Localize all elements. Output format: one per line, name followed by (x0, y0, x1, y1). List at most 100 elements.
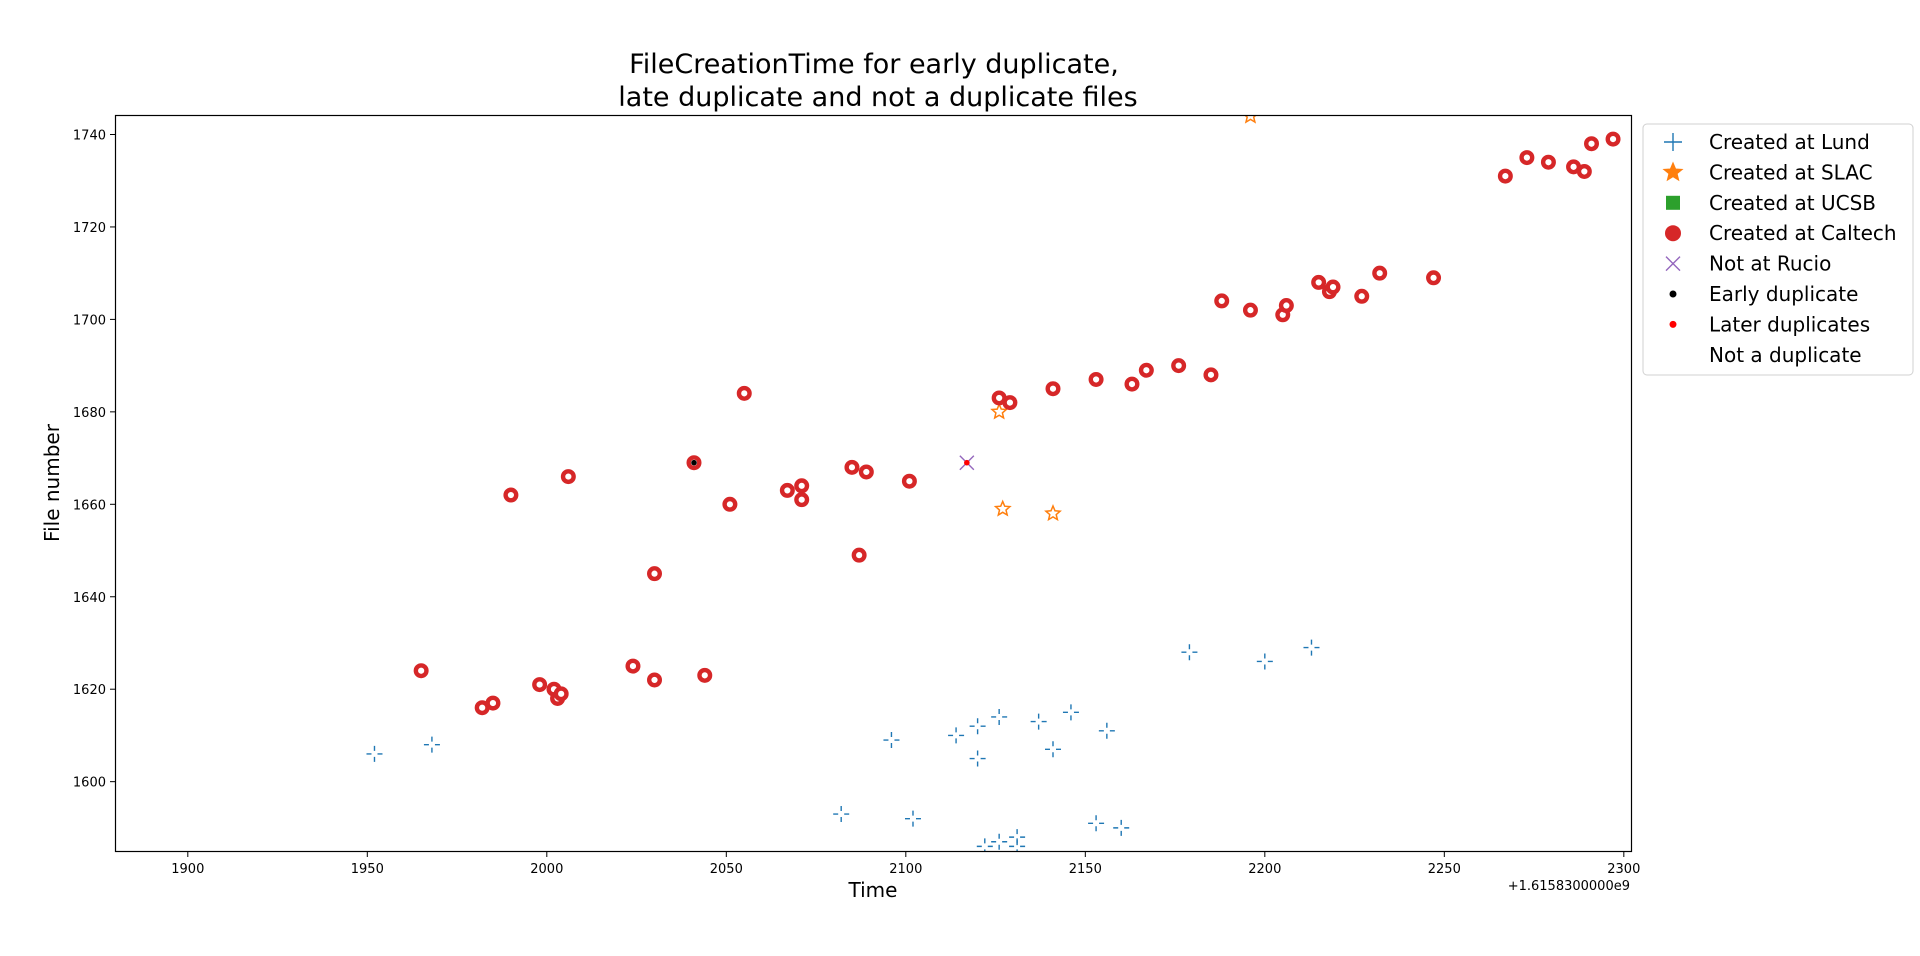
point-created-at-caltech (1002, 395, 1018, 411)
point-created-at-caltech (1497, 168, 1513, 184)
x-tick-label: 2250 (1428, 862, 1461, 877)
point-created-at-lund (883, 732, 900, 749)
point-created-at-caltech (851, 547, 867, 563)
point-created-at-lund (1181, 644, 1198, 661)
point-created-at-caltech (722, 496, 738, 512)
point-created-at-caltech (1138, 362, 1154, 378)
point-created-at-caltech (503, 487, 519, 503)
point-created-at-slac (993, 499, 1012, 517)
x-tick-label: 2000 (530, 862, 563, 877)
point-created-at-caltech (1540, 154, 1556, 170)
point-created-at-caltech (1576, 163, 1592, 179)
point-created-at-caltech (413, 663, 429, 679)
point-created-at-caltech (1519, 150, 1535, 166)
point-created-at-lund (976, 838, 993, 851)
y-axis-label: File number (40, 423, 64, 542)
point-created-at-caltech (1278, 298, 1294, 314)
point-created-at-caltech (560, 469, 576, 485)
point-created-at-lund (1045, 741, 1061, 758)
y-tick-label: 1640 (73, 591, 106, 606)
x-tick-label: 2100 (889, 862, 922, 877)
point-created-at-caltech (1372, 265, 1388, 281)
point-created-at-caltech (697, 667, 713, 683)
point-created-at-caltech (1242, 302, 1258, 318)
y-tick-label: 1720 (73, 221, 106, 236)
legend-marker-not-a-duplicate (1669, 351, 1677, 359)
plot-area (366, 116, 1621, 851)
point-created-at-slac (990, 402, 1009, 420)
legend-marker-created-at-caltech (1665, 225, 1681, 242)
legend-frame (1642, 123, 1914, 376)
legend-marker-created-at-slac (1662, 161, 1684, 182)
x-tick-label: 1900 (171, 862, 204, 877)
point-created-at-lund (991, 833, 1008, 850)
point-created-at-caltech (1584, 136, 1600, 152)
legend-label: Created at Caltech (1709, 221, 1897, 245)
point-created-at-lund (948, 727, 965, 744)
point-created-at-caltech (901, 473, 917, 489)
y-tick-label: 1680 (73, 406, 106, 421)
legend-label: Not at Rucio (1709, 252, 1831, 276)
legend-label: Not a duplicate (1709, 343, 1862, 367)
point-created-at-lund (423, 736, 440, 753)
legend-label: Created at Lund (1709, 130, 1870, 154)
point-created-at-caltech (1124, 376, 1140, 392)
x-tick-label: 1950 (351, 862, 384, 877)
chart-title-line-2: late duplicate and not a duplicate files (618, 82, 1137, 113)
point-created-at-lund (991, 708, 1008, 725)
point-created-at-lund (1303, 639, 1320, 656)
point-created-at-caltech (794, 492, 810, 508)
legend-marker-later-duplicates (1669, 320, 1677, 328)
point-created-at-caltech (1311, 274, 1327, 290)
point-created-at-lund (1062, 704, 1079, 721)
point-created-at-lund (833, 806, 850, 823)
x-tick-label: 2300 (1607, 862, 1640, 877)
point-created-at-caltech (1045, 381, 1061, 397)
point-created-at-caltech (625, 658, 641, 674)
legend-marker-created-at-lund (1664, 133, 1682, 151)
point-created-at-lund (1030, 713, 1047, 730)
y-tick-label: 1620 (73, 683, 106, 698)
point-created-at-lund (1088, 815, 1105, 832)
point-created-at-caltech (794, 478, 810, 494)
point-created-at-caltech (532, 677, 548, 693)
x-axis-label: Time (848, 878, 898, 902)
point-created-at-caltech (1088, 371, 1104, 387)
legend-marker-early-duplicate (1669, 290, 1677, 298)
legend-marker-not-at-rucio (1665, 256, 1681, 272)
point-created-at-lund (1009, 838, 1026, 851)
point-created-at-lund (1256, 653, 1273, 670)
point-created-at-caltech (1426, 270, 1442, 286)
chart-title-line-1: FileCreationTime for early duplicate, (629, 49, 1119, 80)
point-early-duplicate (691, 459, 697, 466)
point-created-at-lund (366, 745, 383, 762)
point-created-at-caltech (1171, 358, 1187, 374)
point-later-duplicates (964, 459, 970, 466)
point-created-at-caltech (844, 459, 860, 475)
point-created-at-lund (969, 718, 986, 735)
point-created-at-caltech (1214, 293, 1230, 309)
legend-marker-created-at-ucsb (1666, 195, 1680, 210)
point-created-at-caltech (779, 482, 795, 498)
legend: Created at Lund Created at SLAC Created at… (1642, 123, 1914, 376)
y-tick-label: 1700 (73, 313, 106, 328)
point-created-at-caltech (1325, 279, 1341, 295)
point-created-at-caltech (1354, 288, 1370, 304)
x-axis-offset-label: +1.6158300000e9 (1508, 879, 1630, 894)
point-created-at-lund (1098, 722, 1115, 739)
point-created-at-slac (1044, 504, 1062, 522)
point-created-at-lund (969, 750, 986, 767)
legend-label: Created at UCSB (1709, 191, 1876, 215)
point-created-at-lund (1009, 829, 1026, 846)
legend-label: Early duplicate (1709, 282, 1858, 306)
point-created-at-caltech (1605, 131, 1621, 147)
y-tick-label: 1740 (73, 128, 106, 143)
legend-label: Later duplicates (1709, 312, 1870, 336)
point-created-at-slac (1244, 116, 1257, 124)
point-created-at-caltech (858, 464, 874, 480)
x-axis-ticks: 1900 1950 2000 2050 2100 2150 2200 2250 2300 (171, 851, 1640, 877)
point-created-at-caltech (647, 672, 663, 688)
y-tick-label: 1660 (73, 498, 106, 513)
y-axis-ticks: 1600 1620 1640 1660 1680 1700 1720 1740 (73, 128, 116, 791)
